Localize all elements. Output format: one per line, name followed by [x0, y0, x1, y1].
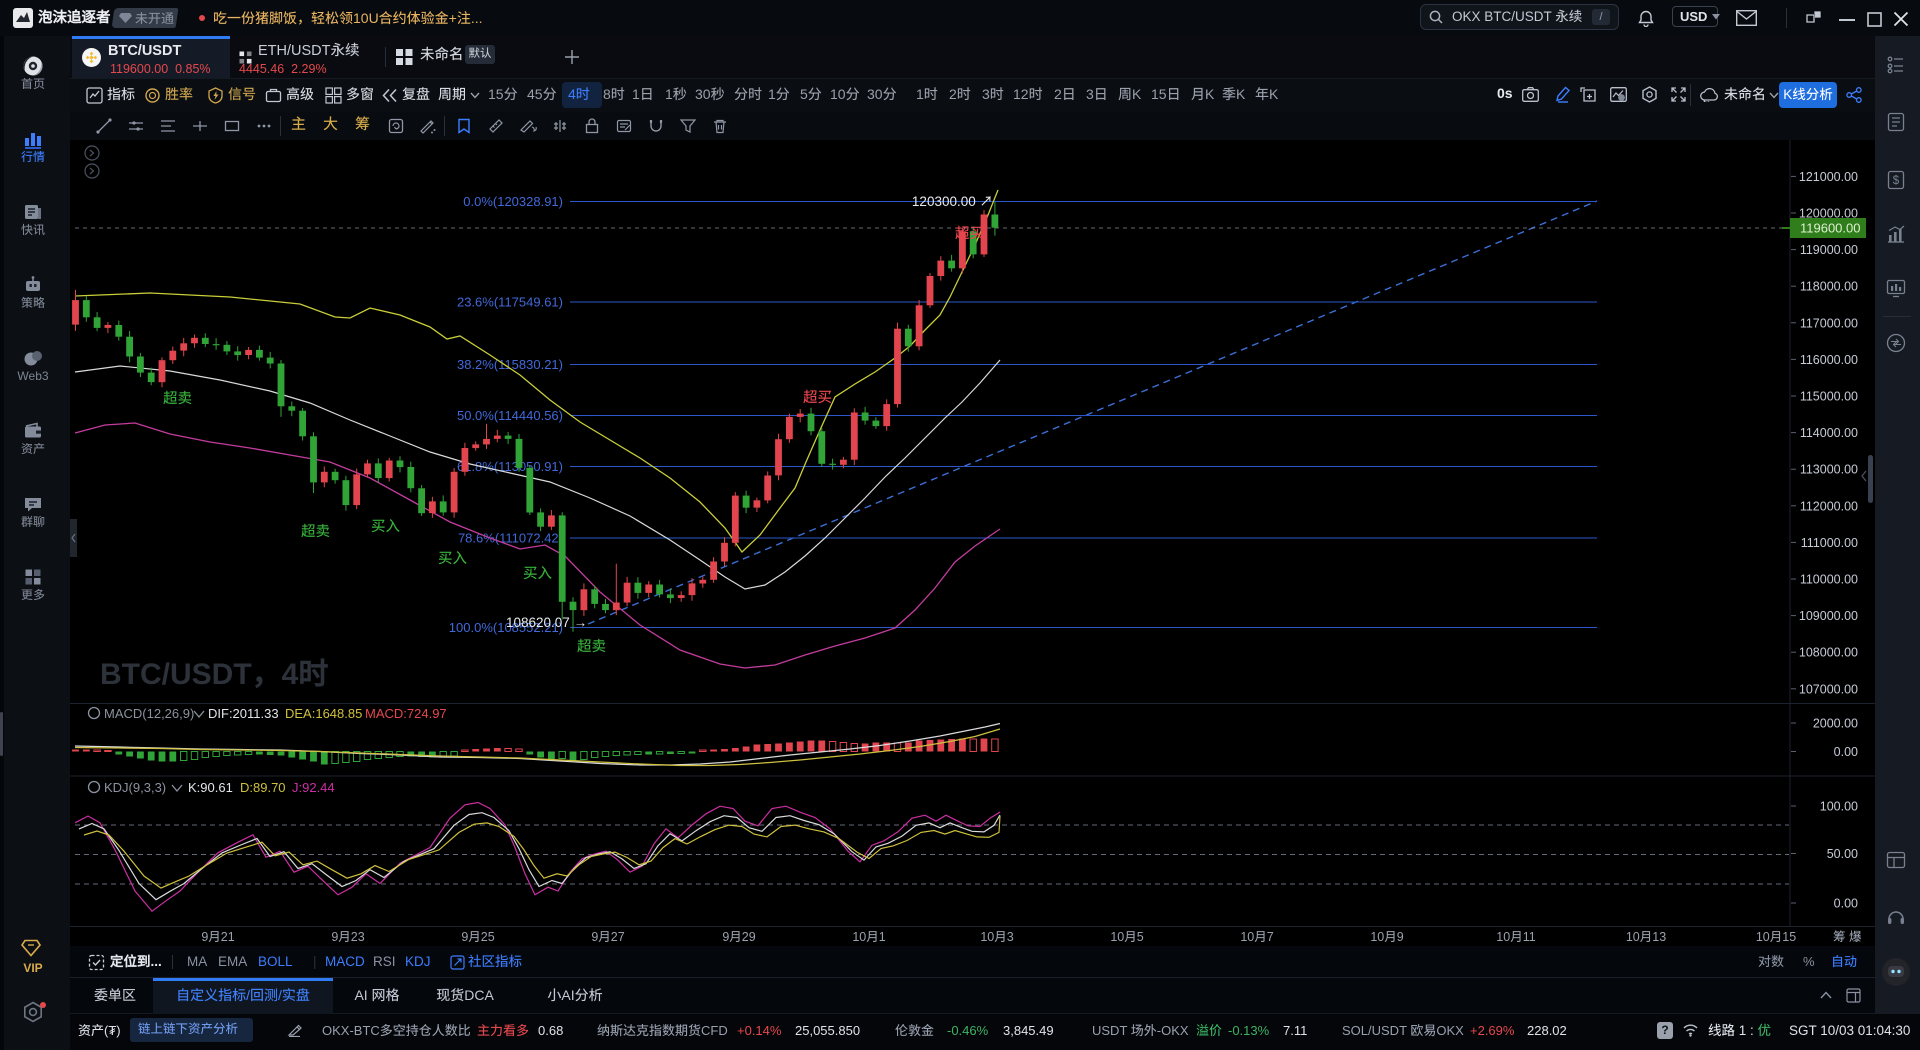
svg-text:118000.00: 118000.00 [1800, 280, 1858, 294]
svg-text:DEA:1648.85: DEA:1648.85 [285, 706, 362, 721]
svg-text:117000.00: 117000.00 [1800, 316, 1858, 330]
svg-text:BTC/USDT，4时: BTC/USDT，4时 [100, 658, 328, 691]
svg-text:MACD:724.97: MACD:724.97 [365, 706, 447, 721]
svg-text:0.0%(120328.91): 0.0%(120328.91) [463, 194, 563, 209]
svg-text:50.0%(114440.56): 50.0%(114440.56) [457, 408, 563, 423]
svg-text:121000.00: 121000.00 [1799, 170, 1858, 184]
svg-text:K:90.61: K:90.61 [188, 780, 233, 795]
svg-text:2000.00: 2000.00 [1813, 717, 1858, 731]
svg-text:110000.00: 110000.00 [1800, 573, 1858, 587]
svg-text:109000.00: 109000.00 [1799, 609, 1858, 623]
svg-text:116000.00: 116000.00 [1800, 353, 1858, 367]
svg-text:超卖: 超卖 [163, 390, 192, 407]
svg-text:买入: 买入 [438, 551, 467, 567]
svg-text:38.2%(115830.21): 38.2%(115830.21) [457, 357, 563, 372]
svg-text:115000.00: 115000.00 [1800, 390, 1858, 404]
svg-text:120000.00: 120000.00 [1799, 207, 1858, 221]
svg-text:50.00: 50.00 [1827, 847, 1858, 861]
svg-text:23.6%(117549.61): 23.6%(117549.61) [457, 295, 563, 310]
svg-text:J:92.44: J:92.44 [292, 780, 335, 795]
svg-text:119600.00: 119600.00 [1800, 221, 1861, 236]
svg-text:111000.00: 111000.00 [1801, 536, 1858, 550]
svg-text:108620.07 →: 108620.07 → [506, 615, 587, 630]
svg-text:超买: 超买 [955, 225, 984, 242]
svg-text:KDJ(9,3,3): KDJ(9,3,3) [104, 780, 166, 795]
svg-text:107000.00: 107000.00 [1799, 682, 1858, 696]
svg-text:100.00: 100.00 [1820, 800, 1858, 814]
svg-text:120300.00 ↗: 120300.00 ↗ [912, 194, 993, 209]
svg-text:$: $ [1893, 175, 1900, 187]
svg-text:MACD(12,26,9): MACD(12,26,9) [104, 706, 194, 721]
svg-text:超卖: 超卖 [577, 638, 606, 655]
svg-text:D:89.70: D:89.70 [240, 780, 286, 795]
svg-text:超卖: 超卖 [301, 523, 330, 540]
svg-text:买入: 买入 [523, 566, 552, 582]
svg-text:119000.00: 119000.00 [1800, 243, 1858, 257]
svg-text:0.00: 0.00 [1834, 745, 1858, 759]
svg-text:113000.00: 113000.00 [1800, 463, 1858, 477]
svg-text:108000.00: 108000.00 [1799, 646, 1858, 660]
svg-text:112000.00: 112000.00 [1800, 499, 1858, 513]
svg-text:DIF:2011.33: DIF:2011.33 [208, 706, 279, 721]
svg-text:100.0%(108552.21): 100.0%(108552.21) [449, 620, 563, 635]
svg-text:61.8%(113050.91): 61.8%(113050.91) [457, 459, 563, 474]
svg-text:买入: 买入 [371, 519, 400, 535]
svg-text:78.6%(111072.42): 78.6%(111072.42) [458, 531, 563, 546]
svg-text:114000.00: 114000.00 [1800, 426, 1858, 440]
svg-text:超买: 超买 [803, 389, 832, 406]
svg-text:0.00: 0.00 [1834, 897, 1858, 911]
